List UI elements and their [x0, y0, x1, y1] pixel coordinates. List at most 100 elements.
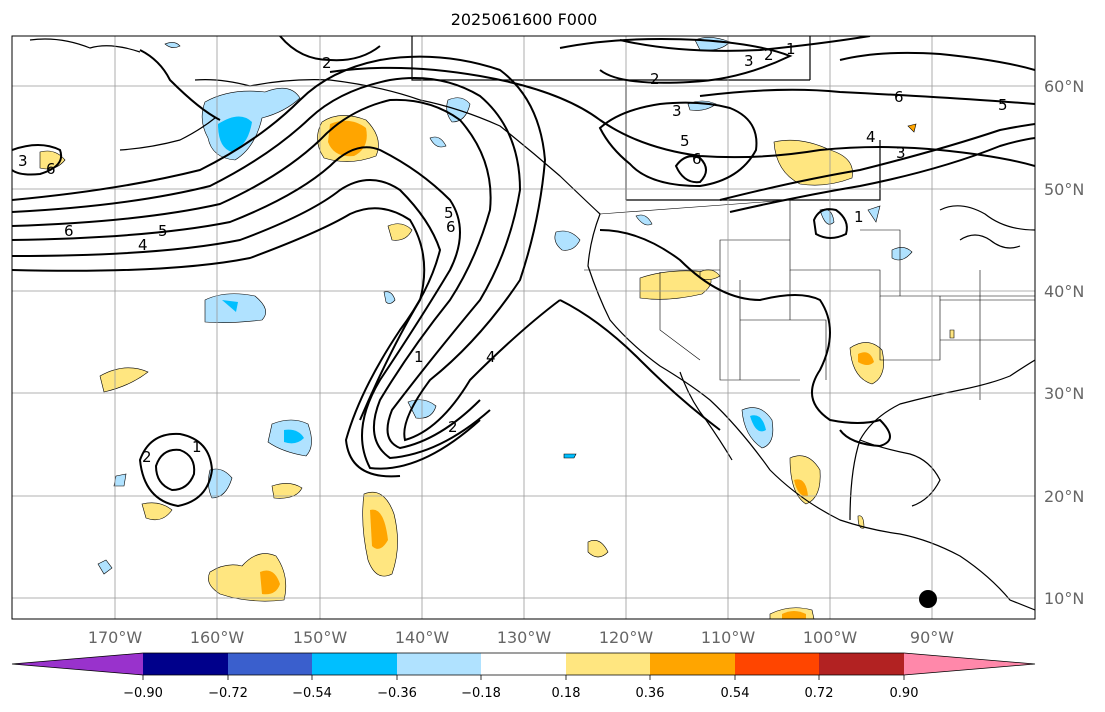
- east-contour-4: [839, 51, 1035, 71]
- cool-region-pacific-4-core: [284, 429, 304, 444]
- colorbar-segment: [228, 653, 312, 675]
- contour-label: 3: [18, 152, 28, 170]
- north-contour-3: [619, 36, 871, 52]
- contour-label: 6: [446, 218, 456, 236]
- colorbar-tick-label: −0.18: [461, 686, 501, 701]
- contour-label: 1: [786, 40, 796, 58]
- lat-label: 40°N: [1044, 282, 1084, 301]
- jet-contour-5: [12, 179, 442, 478]
- alaska-contour: [139, 49, 221, 121]
- contour-label: 3: [744, 52, 754, 70]
- cool-region-small-1: [113, 473, 127, 487]
- contour-lines: [12, 36, 1035, 508]
- contour-label: 6: [46, 160, 56, 178]
- warm-region-sw-2: [587, 540, 609, 558]
- warm-region-sw-1-core: [260, 570, 280, 595]
- warm-region-gulf-alaska-core: [328, 120, 367, 157]
- cool-region-alaska-core: [218, 116, 252, 152]
- east-contour-2: [729, 137, 1035, 213]
- colorbar-tick-label: 0.18: [552, 686, 581, 701]
- location-marker: [919, 590, 937, 608]
- warm-region-pacific-nw: [387, 223, 413, 241]
- contour-label: 6: [692, 150, 702, 168]
- colorbar-segment: [735, 653, 819, 675]
- cool-region-mexico-core: [750, 415, 766, 432]
- contour-label: 2: [650, 70, 660, 88]
- map-title: 2025061600 F000: [450, 10, 598, 29]
- contour-label: 5: [158, 222, 168, 240]
- north-contour-4: [598, 101, 758, 188]
- jet-contour-3: [12, 98, 492, 460]
- east-contour-3: [699, 88, 1035, 105]
- cool-region-pacific-2: [383, 291, 396, 304]
- pacific-ring-1: [138, 432, 214, 508]
- lon-label: 170°W: [88, 628, 143, 647]
- warm-region-nevada: [639, 270, 712, 300]
- warm-region-small-e: [907, 123, 917, 133]
- lat-label: 30°N: [1044, 384, 1084, 403]
- contour-labels: 2 3 2 1 3 2 6 5 3 5 6 4 3 6 5 4 6 5 6 1 …: [18, 40, 1008, 466]
- colorbar-segment: [819, 653, 904, 675]
- contour-label: 1: [854, 208, 864, 226]
- colorbar-tick-label: 0.90: [890, 686, 919, 701]
- cool-region-gulf-2: [429, 136, 447, 148]
- contour-label: 1: [192, 438, 202, 456]
- lon-label: 150°W: [293, 628, 348, 647]
- warm-region-nevada-2: [699, 269, 721, 280]
- lon-label: 140°W: [395, 628, 450, 647]
- state-borders: [584, 199, 1035, 400]
- colorbar-tick-label: 0.54: [721, 686, 750, 701]
- warm-region-pacific-2-core: [370, 509, 388, 549]
- contour-label: 2: [142, 448, 152, 466]
- lon-label: 90°W: [910, 628, 954, 647]
- colorbar-extend-low: [12, 653, 143, 675]
- colorbar-tick-label: −0.36: [377, 686, 417, 701]
- cool-region-bering: [164, 42, 181, 48]
- cool-region-ontario: [867, 205, 881, 223]
- baja-contour: [559, 299, 721, 431]
- colorbar-tick-label: −0.54: [292, 686, 332, 701]
- cool-region-small-2: [97, 559, 113, 575]
- jet-contour-2: [12, 77, 522, 450]
- cool-region-pacific-1-core: [222, 300, 238, 312]
- lat-label: 20°N: [1044, 487, 1084, 506]
- warm-region-hawaii-2: [271, 483, 303, 499]
- lon-label: 110°W: [701, 628, 756, 647]
- lat-tick-labels: 60°N 50°N 40°N 30°N 20°N 10°N: [1044, 77, 1084, 608]
- contour-label: 4: [486, 348, 496, 366]
- cool-region-michigan: [891, 247, 913, 261]
- jet-contour-4: [12, 146, 481, 470]
- cool-region-idaho: [635, 214, 653, 226]
- warm-region-pacific-1: [99, 367, 149, 393]
- colorbar-segment: [650, 653, 735, 675]
- contour-label: 1: [414, 348, 424, 366]
- colorbar-extend-high: [904, 653, 1035, 675]
- contour-label: 6: [64, 222, 74, 240]
- colorbar-tick-label: 0.36: [636, 686, 665, 701]
- colorbar: −0.90 −0.72 −0.54 −0.36 −0.18 0.18 0.36 …: [11, 652, 1036, 701]
- west-ring: [12, 144, 62, 176]
- lat-label: 60°N: [1044, 77, 1084, 96]
- contour-label: 6: [894, 88, 904, 106]
- colorbar-segment: [312, 653, 397, 675]
- colorbar-segment: [481, 653, 566, 675]
- east-contour-1: [719, 123, 1035, 201]
- lon-label: 100°W: [803, 628, 858, 647]
- lat-label: 10°N: [1044, 589, 1084, 608]
- lon-label: 130°W: [497, 628, 552, 647]
- colorbar-segment: [143, 653, 228, 675]
- lon-label: 120°W: [599, 628, 654, 647]
- warm-region-south-core: [782, 611, 806, 619]
- jet-contour-1: [12, 55, 561, 442]
- contour-label: 5: [998, 96, 1008, 114]
- contour-label: 4: [866, 128, 876, 146]
- contour-label: 2: [448, 418, 458, 436]
- southwest-contour: [599, 229, 891, 448]
- cool-region-oregon: [554, 230, 581, 251]
- northwest-upper: [279, 36, 381, 62]
- north-contour-5: [674, 155, 707, 184]
- contour-label: 5: [680, 132, 690, 150]
- map-frame: [11, 35, 1036, 620]
- gridlines: [12, 36, 1035, 619]
